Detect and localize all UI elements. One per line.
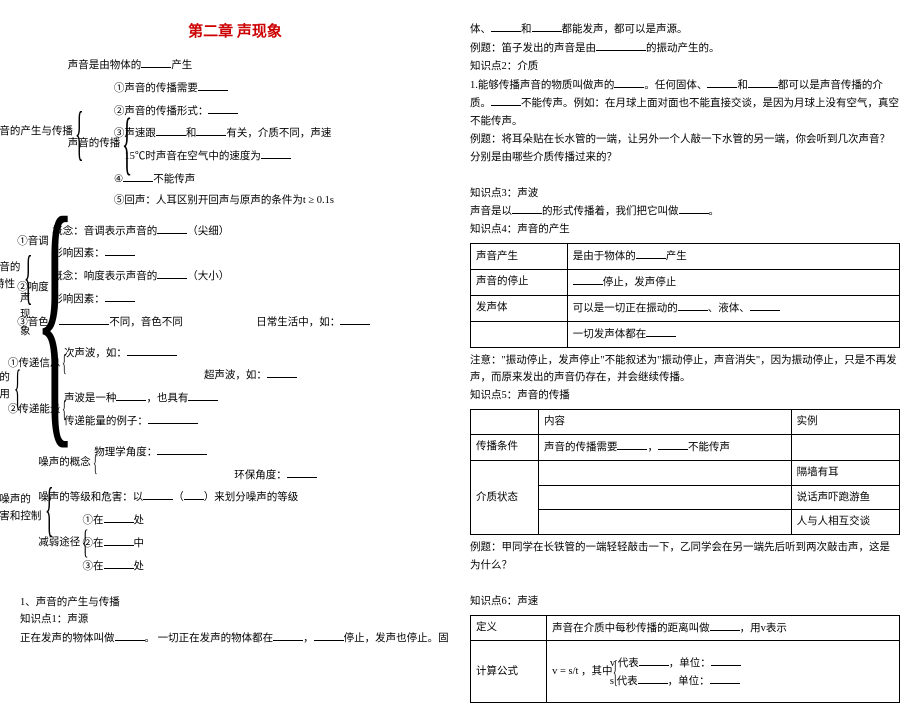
- b2-l1: ①声音的传播需要: [114, 79, 334, 98]
- t1r3c1: 发声体: [471, 295, 568, 321]
- lb-h1: 1、声音的产生与传播: [20, 594, 450, 612]
- t1r4c1: [471, 321, 568, 347]
- t2r2c3a: 隔墙有耳: [791, 460, 899, 485]
- b3-l2b: 影响因素：: [52, 290, 229, 309]
- table-sound-production: 声音产生是由于物体的产生 声音的停止停止，发声停止 发声体可以是一切正在振动的、…: [470, 243, 900, 347]
- branch1-label: 声音的产生与传播: [0, 124, 75, 141]
- t2r2c1: 介质状态: [471, 460, 539, 535]
- b4-l2: ②传递能量: [8, 402, 63, 419]
- b5-l3a: ①在处: [83, 511, 145, 530]
- t2r1c1: 传播条件: [471, 434, 539, 460]
- b3-l1a: 概念：音调表示声音的（尖细）: [52, 222, 229, 241]
- t1r1c1: 声音产生: [471, 244, 568, 270]
- t3r2c1: 计算公式: [471, 641, 547, 702]
- t2r1c3: [791, 434, 899, 460]
- r1: 体、和都能发声，都可以是声源。: [470, 20, 900, 39]
- b2-l6: ⑤回声：人耳区别开回声与原声的条件为t ≥ 0.1s: [114, 193, 334, 210]
- b2-l5: ④不能传声: [114, 170, 334, 189]
- t2r2c2c: [538, 510, 791, 535]
- t1r1c2: 是由于物体的产生: [567, 244, 899, 270]
- b5-l1b: 环保角度：: [94, 466, 317, 485]
- r5: 声音是以的形式传播着，我们把它叫做。: [470, 202, 900, 221]
- b3-l3: ③音色：不同，音色不同 日常生活中，如：: [17, 313, 370, 332]
- b4-l2a: 声波是一种，也具有: [64, 389, 219, 408]
- b5-l1: 噪声的概念: [38, 455, 93, 472]
- concept-tree: 声现象 { 声音的产生与传播 { 声音是由物体的产生 声音的传播 { ①声音的传…: [20, 56, 450, 576]
- b3-l1b: 影响因素：: [52, 244, 229, 263]
- t2r1c2: 声音的传播需要，不能传声: [538, 434, 791, 460]
- r6: 注意："振动停止，发声停止"不能叙述为"振动停止，声音消失"，因为振动停止，只是…: [470, 352, 900, 388]
- t1r2c2: 停止，发声停止: [567, 269, 899, 295]
- b3-l2: ②响度: [17, 280, 51, 297]
- b5-l1a: 物理学角度：: [94, 443, 317, 462]
- b4-l2b: 传递能量的例子：: [64, 412, 219, 431]
- b4-l1b: 超声波，如：: [64, 366, 297, 385]
- k2: 知识点2：介质: [470, 58, 900, 76]
- r2: 例题：笛子发出的声音是由的振动产生的。: [470, 39, 900, 58]
- t3r1c2: 声音在介质中每秒传播的距离叫做，用v表示: [547, 615, 900, 641]
- b5-l3: 减弱途径: [38, 535, 82, 552]
- b5-l2: 噪声的等级和危害：以（）来划分噪声的等级: [38, 488, 317, 507]
- t2r2c2a: [538, 460, 791, 485]
- t1r4c2: 一切发声体都在: [567, 321, 899, 347]
- b2-l4: 15℃时声音在空气中的速度为: [114, 147, 334, 166]
- t2r2c3b: 说话声吓跑游鱼: [791, 485, 899, 510]
- t1r2c1: 声音的停止: [471, 269, 568, 295]
- t3r1c1: 定义: [471, 615, 547, 641]
- b2-l3: ③声速跟和有关，介质不同，声速: [114, 124, 334, 143]
- r4: 例题：将耳朵贴在长水管的一端，让另外一个人敲一下水管的另一端，你会听到几次声音？…: [470, 131, 900, 167]
- t1r3c2: 可以是一切正在振动的、液体、: [567, 295, 899, 321]
- b4-l1a: 次声波，如：: [64, 344, 297, 363]
- k4: 知识点4：声音的产生: [470, 221, 900, 239]
- table-sound-speed: 定义声音在介质中每秒传播的距离叫做，用v表示 计算公式 v = s/t ，其中 …: [470, 615, 900, 703]
- table-sound-propagation: 内容实例 传播条件声音的传播需要，不能传声 介质状态 隔墙有耳 说话声吓跑游鱼 人…: [470, 409, 900, 535]
- lb-h2: 知识点1：声源: [20, 611, 450, 629]
- r7: 例题：甲同学在长铁管的一端轻轻敲击一下，乙同学会在另一端先后听到两次敲击声，这是…: [470, 539, 900, 575]
- t2h2: 实例: [791, 410, 899, 435]
- t3r2c2: v = s/t ，其中 { v 代表，单位： s 代表，单位：: [547, 641, 900, 702]
- lb-t1: 正在发声的物体叫做。 一切正在发声的物体都在，停止，发声也停止。固: [20, 629, 450, 648]
- b5-l3c: ③在处: [83, 557, 145, 576]
- b2-l2: ②声音的传播形式：: [114, 102, 334, 121]
- b3-l1: ①音调: [17, 234, 51, 251]
- b4-l1: ①传递信息: [8, 356, 63, 373]
- t2r2c2b: [538, 485, 791, 510]
- b5-l3b: ②在中: [83, 534, 145, 553]
- chapter-title: 第二章 声现象: [20, 20, 450, 41]
- b3-l2a: 概念：响度表示声音的（大小）: [52, 267, 229, 286]
- k6: 知识点6：声速: [470, 593, 900, 611]
- b1-leaf1: 声音是由物体的产生: [68, 56, 334, 75]
- t2r2c3c: 人与人相互交谈: [791, 510, 899, 535]
- k5: 知识点5：声音的传播: [470, 387, 900, 405]
- t2h1: 内容: [538, 410, 791, 435]
- r3: 1.能够传播声音的物质叫做声的。任何固体、和都可以是声音传播的介质。不能传声。例…: [470, 76, 900, 132]
- t2h0: [471, 410, 539, 435]
- k3: 知识点3：声波: [470, 185, 900, 203]
